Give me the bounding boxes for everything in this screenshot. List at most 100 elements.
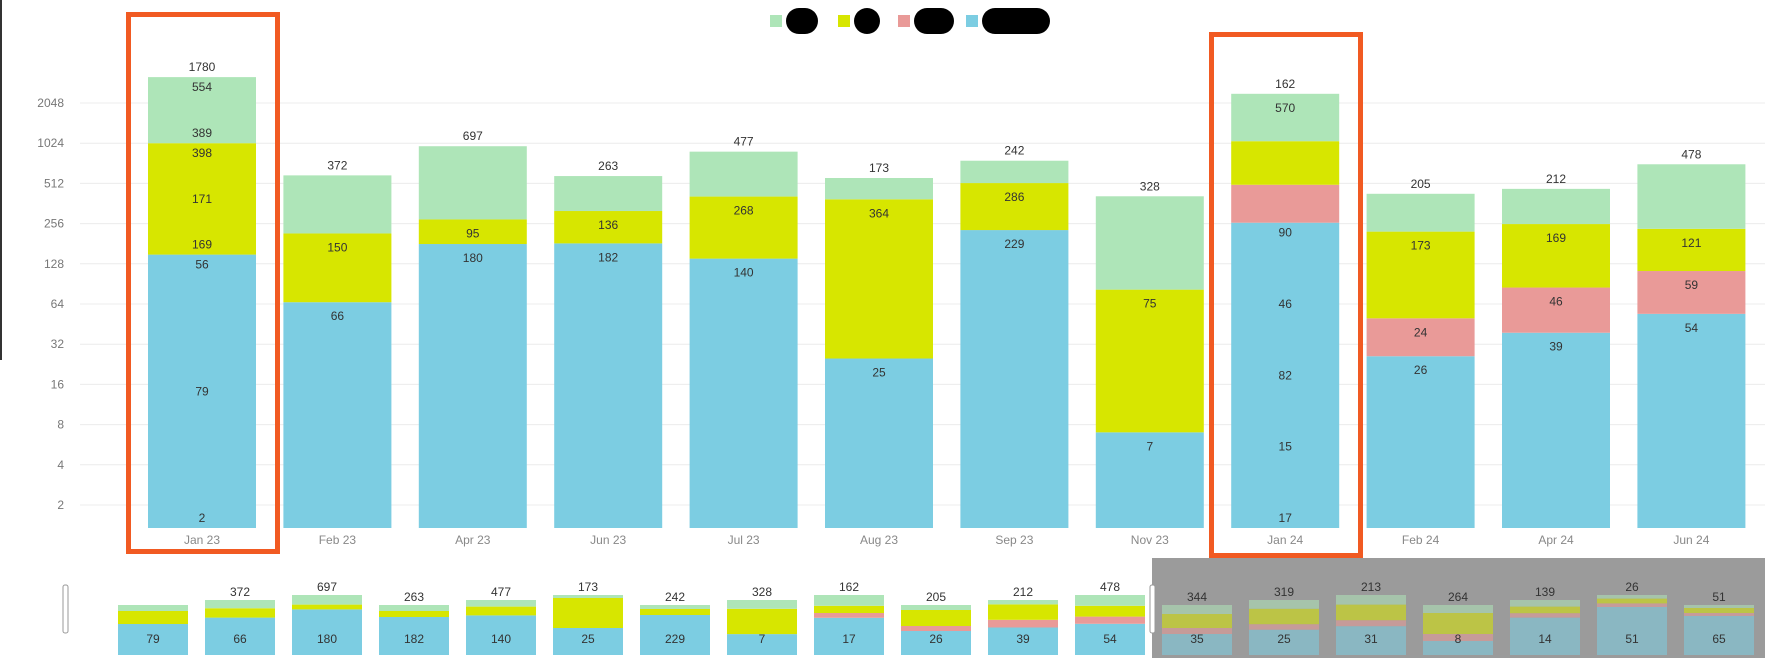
legend-swatch [898, 15, 910, 27]
x-tick-label: Jun 23 [590, 533, 626, 547]
navigator-right-handle [1149, 584, 1156, 634]
segment-label: 286 [1004, 190, 1024, 204]
bar-segment [554, 243, 663, 528]
navigator-total-label: 173 [578, 580, 598, 594]
segment-label: 39 [1549, 340, 1563, 354]
segment-label: 364 [869, 206, 889, 220]
bar-segment [1366, 318, 1475, 357]
navigator-bar-segment [1162, 614, 1232, 628]
navigator-segment-label: 14 [1538, 632, 1552, 646]
navigator-bar-segment [1336, 626, 1406, 655]
bar-segment [418, 219, 527, 245]
segment-label: 17 [1279, 511, 1293, 525]
bar-segment [1095, 432, 1204, 528]
bar-total-label: 242 [1004, 144, 1024, 158]
segment-label: 173 [1411, 239, 1431, 253]
navigator-bar-segment [292, 595, 362, 605]
y-tick-label: 512 [44, 176, 64, 190]
navigator-bar-segment [1336, 604, 1406, 621]
segment-label: 54 [1685, 321, 1699, 335]
navigator-segment-label: 140 [491, 632, 511, 646]
navigator-total-label: 697 [317, 580, 337, 594]
bar-segment [283, 302, 392, 528]
navigator-bar-segment [1249, 624, 1319, 630]
navigator-segment-label: 39 [1016, 632, 1030, 646]
y-tick-label: 1024 [37, 136, 64, 150]
navigator-bar-segment [1336, 620, 1406, 627]
navigator-bar-segment [988, 600, 1058, 605]
segment-label: 268 [734, 204, 754, 218]
legend-redacted-label [982, 8, 1050, 34]
x-tick-label: Feb 23 [319, 533, 357, 547]
navigator-bar-segment [205, 608, 275, 618]
segment-label: 182 [598, 250, 618, 264]
navigator-bar-segment [1510, 600, 1580, 607]
navigator-bar-segment [988, 604, 1058, 620]
x-tick-label: Jan 23 [184, 533, 220, 547]
navigator-bar-segment [988, 627, 1058, 655]
navigator-bar-segment [466, 606, 536, 616]
segment-label: 171 [192, 192, 212, 206]
navigator-bar-segment [1510, 613, 1580, 618]
navigator-bar-segment [1684, 608, 1754, 613]
legend-swatch [770, 15, 782, 27]
bar-segment [554, 176, 663, 212]
navigator-bar-segment [379, 605, 449, 611]
navigator-total-label: 372 [230, 585, 250, 599]
navigator-bar-segment [553, 628, 623, 655]
navigator-bar-segment [640, 605, 710, 609]
x-tick-label: Sep 23 [995, 533, 1033, 547]
x-tick-label: Apr 23 [455, 533, 491, 547]
navigator-bar-segment [727, 608, 797, 635]
segment-label: 90 [1279, 226, 1293, 240]
navigator-left-handle [62, 584, 69, 634]
segment-label: 46 [1279, 297, 1293, 311]
navigator-segment-label: 35 [1190, 632, 1204, 646]
bar-segment [1502, 287, 1610, 333]
navigator-bar-segment [1162, 634, 1232, 655]
navigator-bar-segment [814, 605, 884, 613]
segment-label: 136 [598, 218, 618, 232]
navigator-bar-segment [1423, 641, 1493, 655]
navigator-total-label: 319 [1274, 585, 1294, 599]
bar-total-label: 697 [463, 129, 483, 143]
bar-segment [1366, 231, 1475, 319]
segment-label: 169 [1546, 231, 1566, 245]
navigator-bar-segment [553, 598, 623, 628]
navigator-bar-segment [1162, 605, 1232, 614]
navigator-bar-segment [1075, 595, 1145, 606]
navigator-bar-segment [379, 617, 449, 655]
navigator-bar-segment [1684, 613, 1754, 616]
bar-segment [1637, 164, 1746, 229]
navigator-segment-label: 25 [1277, 632, 1291, 646]
navigator-segment-label: 65 [1712, 632, 1726, 646]
navigator-total-label: 242 [665, 590, 685, 604]
bar-segment [1502, 332, 1610, 528]
navigator-bar-segment [901, 605, 971, 610]
navigator-total-label: 51 [1712, 590, 1726, 604]
navigator-segment-label: 25 [581, 632, 595, 646]
navigator-bar-segment [1597, 598, 1667, 604]
y-tick-label: 2048 [37, 96, 64, 110]
navigator-segment-label: 66 [233, 632, 247, 646]
segment-label: 25 [872, 366, 886, 380]
navigator-bar-segment [727, 600, 797, 609]
segment-label: 140 [734, 266, 754, 280]
bar-total-label: 328 [1140, 179, 1160, 193]
bar-segment [1231, 184, 1340, 223]
segment-label: 15 [1279, 440, 1293, 454]
navigator-bar-segment [814, 617, 884, 655]
navigator-bar-segment [1162, 628, 1232, 634]
bar-segment [1095, 289, 1204, 433]
segment-label: 389 [192, 126, 212, 140]
navigator-segment-label: 79 [146, 632, 160, 646]
navigator-total-label: 328 [752, 585, 772, 599]
bar-segment [1502, 188, 1610, 225]
segment-label: 56 [195, 258, 209, 272]
y-tick-label: 16 [51, 377, 65, 391]
x-tick-label: Jan 24 [1267, 533, 1303, 547]
bar-segment [418, 244, 527, 528]
bar-segment [1231, 222, 1340, 529]
x-tick-label: Aug 23 [860, 533, 898, 547]
